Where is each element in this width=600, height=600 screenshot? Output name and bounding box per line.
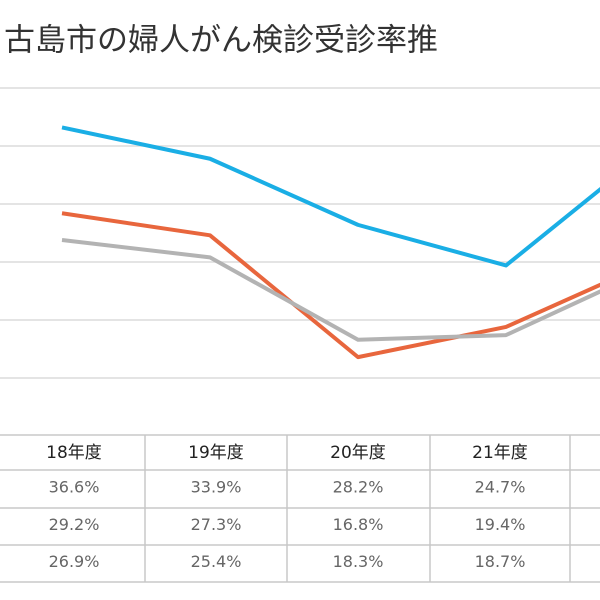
table-header: 20年度 <box>330 443 386 463</box>
series-line <box>61 125 600 268</box>
table-header: 19年度 <box>188 443 244 463</box>
table-cell: 27.3% <box>191 515 242 534</box>
table-cell: 33.9% <box>191 478 242 497</box>
table-cell: 36.6% <box>49 478 100 497</box>
table-cell: 28.2% <box>333 478 384 497</box>
series-line <box>61 211 600 360</box>
table-cell: 25.4% <box>191 552 242 571</box>
chart-title: 古島市の婦人がん検診受診率推 <box>4 23 438 59</box>
table-cell: 24.7% <box>475 478 526 497</box>
series-line <box>61 237 600 342</box>
table-header: 18年度 <box>46 443 102 463</box>
table-cell: 19.4% <box>475 515 526 534</box>
table-cell: 16.8% <box>333 515 384 534</box>
table-cell: 18.3% <box>333 552 384 571</box>
table-cell: 29.2% <box>49 515 100 534</box>
table-header: 21年度 <box>472 443 528 463</box>
table-cell: 18.7% <box>475 552 526 571</box>
table-cell: 26.9% <box>49 552 100 571</box>
